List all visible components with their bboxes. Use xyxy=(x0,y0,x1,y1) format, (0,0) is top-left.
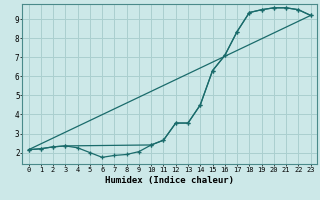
X-axis label: Humidex (Indice chaleur): Humidex (Indice chaleur) xyxy=(105,176,234,185)
